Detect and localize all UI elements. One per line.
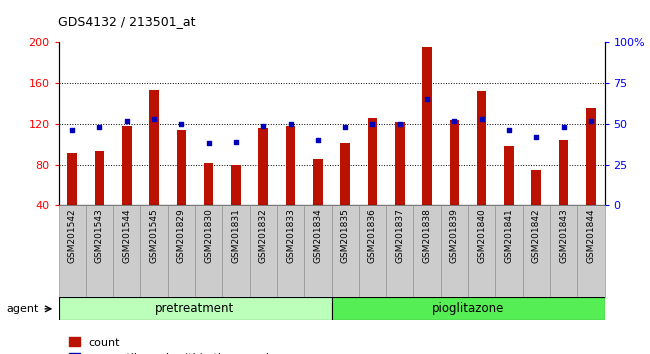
Point [395, 121, 405, 127]
Bar [140, 205, 168, 297]
Text: pioglitazone: pioglitazone [432, 302, 504, 315]
Text: GSM201835: GSM201835 [341, 208, 350, 263]
Point [203, 141, 214, 146]
Bar [313, 159, 322, 205]
Bar [286, 126, 295, 205]
Point [531, 134, 541, 140]
Point [67, 127, 77, 133]
Text: GDS4132 / 213501_at: GDS4132 / 213501_at [58, 15, 196, 28]
Text: GSM201843: GSM201843 [559, 208, 568, 263]
Point [94, 124, 105, 130]
Text: GSM201841: GSM201841 [504, 208, 514, 263]
Point [586, 118, 596, 124]
Text: pretreatment: pretreatment [155, 302, 235, 315]
Bar [68, 153, 77, 205]
Bar [523, 205, 550, 297]
Bar [577, 205, 605, 297]
Point [422, 97, 432, 102]
Text: GSM201833: GSM201833 [286, 208, 295, 263]
Bar [150, 90, 159, 205]
Text: GSM201545: GSM201545 [150, 208, 159, 263]
Text: GSM201844: GSM201844 [586, 208, 595, 263]
Point [176, 121, 187, 127]
Bar [195, 205, 222, 297]
Text: GSM201834: GSM201834 [313, 208, 322, 263]
Bar [559, 140, 568, 205]
Text: GSM201839: GSM201839 [450, 208, 459, 263]
Bar [413, 205, 441, 297]
Bar [550, 205, 577, 297]
Bar [231, 165, 240, 205]
Point [149, 116, 159, 122]
Bar [495, 205, 523, 297]
Text: GSM201830: GSM201830 [204, 208, 213, 263]
Point [558, 124, 569, 130]
Point [313, 137, 323, 143]
Bar [368, 118, 377, 205]
Text: GSM201542: GSM201542 [68, 208, 77, 263]
Point [476, 116, 487, 122]
Text: GSM201543: GSM201543 [95, 208, 104, 263]
Bar [222, 205, 250, 297]
Bar [504, 146, 514, 205]
Bar [332, 297, 604, 320]
Bar [450, 120, 459, 205]
Bar [95, 152, 104, 205]
Bar [586, 108, 595, 205]
Bar [204, 162, 213, 205]
Bar [395, 122, 404, 205]
Text: GSM201829: GSM201829 [177, 208, 186, 263]
Text: GSM201836: GSM201836 [368, 208, 377, 263]
Bar [277, 205, 304, 297]
Bar [532, 170, 541, 205]
Bar [359, 205, 386, 297]
Point [367, 121, 378, 127]
Text: GSM201832: GSM201832 [259, 208, 268, 263]
Bar [477, 91, 486, 205]
Bar [86, 205, 113, 297]
Point [449, 118, 460, 124]
Point [258, 123, 268, 129]
Point [285, 121, 296, 127]
Bar [177, 130, 186, 205]
Bar [341, 143, 350, 205]
Text: GSM201831: GSM201831 [231, 208, 240, 263]
Point [340, 124, 350, 130]
Text: GSM201840: GSM201840 [477, 208, 486, 263]
Text: GSM201838: GSM201838 [422, 208, 432, 263]
Legend: count, percentile rank within the sample: count, percentile rank within the sample [64, 333, 281, 354]
Bar [441, 205, 468, 297]
Text: GSM201837: GSM201837 [395, 208, 404, 263]
Point [231, 139, 241, 145]
Bar [58, 297, 332, 320]
Point [122, 118, 132, 124]
Bar [58, 205, 86, 297]
Bar [259, 128, 268, 205]
Bar [113, 205, 140, 297]
Bar [122, 126, 131, 205]
Bar [468, 205, 495, 297]
Bar [386, 205, 413, 297]
Bar [168, 205, 195, 297]
Text: agent: agent [6, 304, 39, 314]
Text: GSM201842: GSM201842 [532, 208, 541, 263]
Bar [250, 205, 277, 297]
Bar [422, 47, 432, 205]
Bar [304, 205, 332, 297]
Point [504, 127, 514, 133]
Bar [332, 205, 359, 297]
Text: GSM201544: GSM201544 [122, 208, 131, 263]
